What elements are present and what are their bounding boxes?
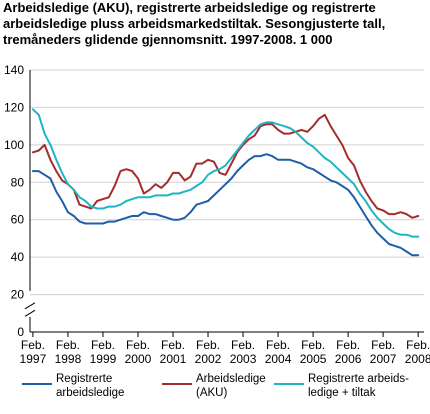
y-tick-label: 0 <box>17 325 24 339</box>
x-tick-label: Feb. <box>21 338 45 352</box>
x-tick-label: Feb. <box>196 338 220 352</box>
x-tick-label: Feb. <box>266 338 290 352</box>
x-tick-label: 2004 <box>265 352 292 366</box>
x-tick-label: 1997 <box>20 352 47 366</box>
x-tick-label: 2000 <box>125 352 152 366</box>
series-line-3 <box>31 108 420 238</box>
x-tick-label: 2001 <box>160 352 187 366</box>
x-tick-label: 1999 <box>90 352 117 366</box>
x-tick-label: 2008 <box>405 352 430 366</box>
x-tick-label: Feb. <box>371 338 395 352</box>
legend-label: Registrerte arbeids- <box>308 373 409 385</box>
x-tick-label: Feb. <box>301 338 325 352</box>
y-tick-label: 80 <box>11 175 25 189</box>
chart-title-line-1: Arbeidsledige (AKU), registrerte arbeids… <box>3 0 376 15</box>
legend-label: Arbeidsledige <box>196 373 266 385</box>
chart-title-line-3: tremåneders glidende gjennomsnitt. 1997-… <box>3 32 333 47</box>
y-tick-label: 20 <box>11 288 25 302</box>
y-tick-label: 40 <box>11 250 25 264</box>
x-tick-label: Feb. <box>336 338 360 352</box>
axis-break-mark <box>24 302 36 310</box>
series-line-1 <box>31 153 420 257</box>
y-tick-label: 140 <box>4 63 24 77</box>
x-tick-label: Feb. <box>56 338 80 352</box>
x-tick-label: Feb. <box>231 338 255 352</box>
x-tick-label: Feb. <box>91 338 115 352</box>
y-tick-label: 120 <box>4 100 24 114</box>
x-tick-label: 2002 <box>195 352 222 366</box>
y-tick-label: 100 <box>4 138 24 152</box>
legend-label: Registrerte <box>56 373 112 385</box>
series-line-2 <box>31 113 420 219</box>
y-tick-label: 60 <box>11 213 25 227</box>
chart-title-line-2: arbeidsledige pluss arbeidsmarkedstiltak… <box>3 16 386 31</box>
x-tick-label: Feb. <box>406 338 430 352</box>
legend-label: ledige + tiltak <box>308 387 376 399</box>
x-tick-label: 2003 <box>230 352 257 366</box>
x-tick-label: Feb. <box>126 338 150 352</box>
legend-label: arbeidsledige <box>56 387 124 399</box>
chart-title: Arbeidsledige (AKU), registrerte arbeids… <box>3 0 427 48</box>
axis-break-mark <box>24 309 36 317</box>
legend-label: (AKU) <box>196 387 227 399</box>
x-tick-label: Feb. <box>161 338 185 352</box>
x-tick-label: 2007 <box>370 352 397 366</box>
x-tick-label: 1998 <box>55 352 82 366</box>
x-tick-label: 2005 <box>300 352 327 366</box>
x-tick-label: 2006 <box>335 352 362 366</box>
